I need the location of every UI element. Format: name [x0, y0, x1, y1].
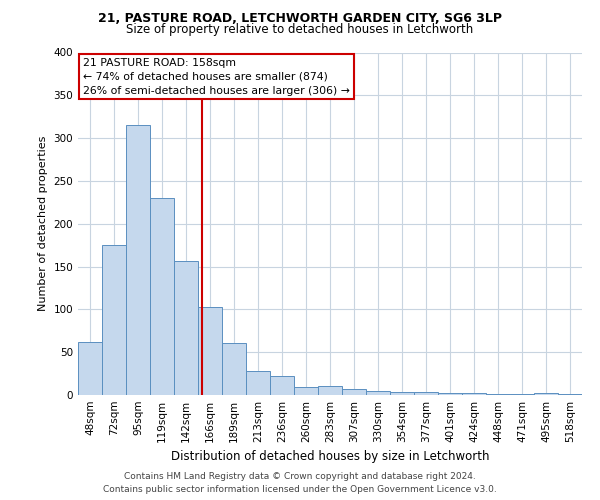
Bar [534, 394, 558, 395]
Bar [462, 394, 486, 395]
Y-axis label: Number of detached properties: Number of detached properties [38, 136, 48, 312]
Bar [318, 386, 342, 395]
Bar [438, 394, 462, 395]
Bar [78, 342, 102, 395]
Text: Size of property relative to detached houses in Letchworth: Size of property relative to detached ho… [127, 22, 473, 36]
Bar [174, 260, 198, 395]
Bar [366, 390, 390, 395]
Bar [222, 343, 246, 395]
Bar [510, 394, 534, 395]
Bar [102, 245, 126, 395]
Bar [390, 392, 414, 395]
X-axis label: Distribution of detached houses by size in Letchworth: Distribution of detached houses by size … [171, 450, 489, 464]
Bar [558, 394, 582, 395]
Bar [150, 198, 174, 395]
Bar [126, 126, 150, 395]
Bar [486, 394, 510, 395]
Bar [294, 388, 318, 395]
Text: Contains HM Land Registry data © Crown copyright and database right 2024.
Contai: Contains HM Land Registry data © Crown c… [103, 472, 497, 494]
Bar [342, 389, 366, 395]
Bar [414, 392, 438, 395]
Text: 21, PASTURE ROAD, LETCHWORTH GARDEN CITY, SG6 3LP: 21, PASTURE ROAD, LETCHWORTH GARDEN CITY… [98, 12, 502, 26]
Bar [246, 371, 270, 395]
Text: 21 PASTURE ROAD: 158sqm
← 74% of detached houses are smaller (874)
26% of semi-d: 21 PASTURE ROAD: 158sqm ← 74% of detache… [83, 58, 350, 96]
Bar [198, 307, 222, 395]
Bar [270, 376, 294, 395]
